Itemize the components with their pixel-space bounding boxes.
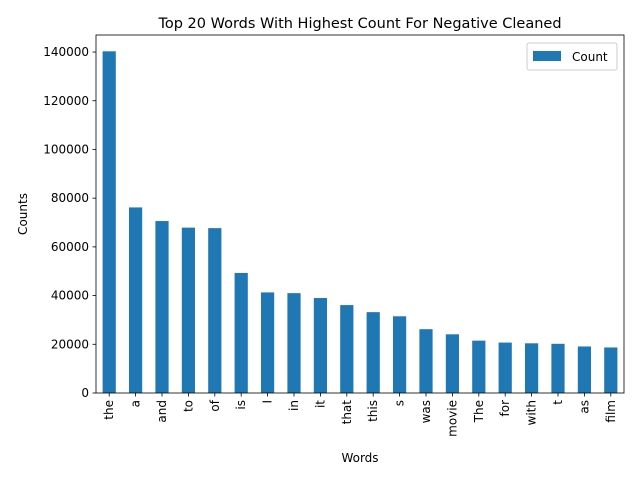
y-tick-label: 140000 bbox=[43, 45, 89, 59]
legend-swatch bbox=[533, 51, 561, 61]
bar-movie bbox=[445, 334, 459, 393]
bar-of bbox=[208, 228, 222, 393]
bar-in bbox=[287, 293, 301, 393]
x-tick-label: I bbox=[261, 400, 275, 404]
bar-film bbox=[604, 347, 618, 393]
bar-a bbox=[129, 207, 143, 393]
legend-label: Count bbox=[572, 50, 608, 64]
x-tick-label: of bbox=[208, 399, 222, 411]
x-tick-label: the bbox=[102, 400, 116, 420]
y-tick-label: 120000 bbox=[43, 94, 89, 108]
bar-for bbox=[498, 342, 512, 393]
bar-to bbox=[181, 227, 195, 393]
x-tick-label: t bbox=[551, 400, 565, 405]
bar-t bbox=[551, 343, 565, 393]
x-tick-label: is bbox=[234, 400, 248, 410]
x-tick-label: as bbox=[577, 400, 591, 414]
x-tick-label: was bbox=[419, 400, 433, 423]
x-tick-label: with bbox=[525, 400, 539, 425]
x-tick-label: to bbox=[181, 400, 195, 412]
y-tick-label: 80000 bbox=[51, 191, 89, 205]
x-tick-label: in bbox=[287, 400, 301, 411]
legend-box bbox=[526, 42, 618, 71]
y-tick-label: 100000 bbox=[43, 142, 89, 156]
x-tick-label: The bbox=[472, 400, 486, 423]
bars-group bbox=[102, 51, 618, 393]
y-tick-label: 20000 bbox=[51, 337, 89, 351]
y-tick-label: 40000 bbox=[51, 289, 89, 303]
x-tick-label: and bbox=[155, 400, 169, 423]
y-axis-title: Counts bbox=[16, 193, 30, 235]
legend: Count bbox=[526, 42, 618, 71]
x-tick-label: it bbox=[313, 400, 327, 408]
bar-is bbox=[234, 272, 248, 393]
x-tick-label: for bbox=[498, 400, 512, 417]
x-tick-label: s bbox=[393, 400, 407, 406]
bar-The bbox=[472, 340, 486, 393]
chart-title: Top 20 Words With Highest Count For Nega… bbox=[157, 16, 561, 32]
y-tick-label: 60000 bbox=[51, 240, 89, 254]
y-axis: 0 20000 40000 60000 80000 100000 120000 140000 bbox=[43, 45, 96, 400]
x-axis-title: Words bbox=[341, 451, 378, 465]
x-tick-label: a bbox=[129, 400, 143, 407]
x-tick-label: film bbox=[604, 400, 618, 423]
bar-as bbox=[577, 346, 591, 393]
bar-the bbox=[102, 51, 116, 393]
bar-I bbox=[261, 292, 275, 393]
bar-it bbox=[313, 298, 327, 393]
bar-with bbox=[525, 343, 539, 393]
plot-area-frame bbox=[95, 34, 625, 394]
bar-that bbox=[340, 305, 354, 393]
y-tick-label: 0 bbox=[81, 386, 89, 400]
bar-s bbox=[393, 316, 407, 393]
x-tick-label: that bbox=[340, 400, 354, 425]
x-tick-label: movie bbox=[445, 400, 459, 437]
x-tick-label: this bbox=[366, 400, 380, 422]
bar-was bbox=[419, 329, 433, 393]
bar-and bbox=[155, 221, 169, 393]
bar-this bbox=[366, 312, 380, 393]
